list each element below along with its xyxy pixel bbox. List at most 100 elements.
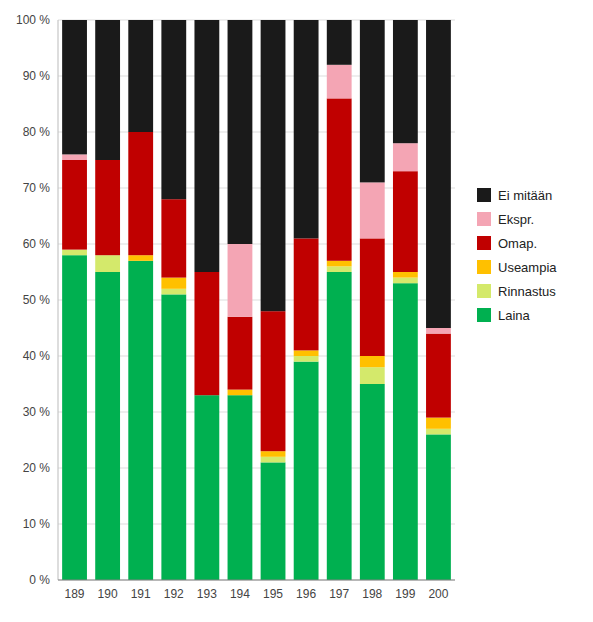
y-tick-label: 0 % (29, 573, 50, 587)
legend-swatch (477, 308, 491, 322)
grid (58, 20, 455, 580)
bar-segment (62, 160, 87, 250)
bar-segment (426, 20, 451, 328)
bar-segment (261, 462, 286, 580)
bar-segment (62, 154, 87, 160)
bars (62, 20, 451, 580)
bar-segment (426, 418, 451, 429)
legend-swatch (477, 260, 491, 274)
bar-segment (261, 311, 286, 451)
x-tick-label: 199 (395, 587, 415, 601)
x-tick-label: 190 (98, 587, 118, 601)
bar-segment (194, 20, 219, 272)
bar-segment (360, 238, 385, 356)
x-tick-label: 191 (131, 587, 151, 601)
bar-segment (62, 20, 87, 154)
y-tick-label: 40 % (23, 349, 51, 363)
legend-label: Laina (498, 308, 531, 323)
y-tick-label: 100 % (16, 13, 50, 27)
bar-segment (95, 20, 120, 160)
bar-segment (294, 362, 319, 580)
bar-segment (228, 20, 253, 244)
legend-label: Omap. (498, 236, 537, 251)
bar-segment (161, 199, 186, 277)
bar-segment (161, 20, 186, 199)
grid-line (58, 580, 455, 581)
bar-segment (95, 160, 120, 255)
y-axis-line (58, 20, 59, 580)
bar-segment (294, 20, 319, 238)
legend-label: Useampia (498, 260, 557, 275)
legend-swatch (477, 212, 491, 226)
bar-segment (161, 294, 186, 580)
bar-segment (228, 317, 253, 390)
bar-segment (261, 20, 286, 311)
bar-segment (360, 367, 385, 384)
y-tick-label: 30 % (23, 405, 51, 419)
bar-segment (393, 171, 418, 272)
bar-segment (426, 429, 451, 435)
bar-segment (128, 20, 153, 132)
bar-segment (327, 65, 352, 99)
bar-segment (128, 261, 153, 580)
bar-segment (327, 266, 352, 272)
bar-segment (393, 272, 418, 278)
bar-segment (360, 384, 385, 580)
y-tick-label: 90 % (23, 69, 51, 83)
x-tick-label: 194 (230, 587, 250, 601)
chart: 0 %10 %20 %30 %40 %50 %60 %70 %80 %90 %1… (0, 0, 593, 622)
x-tick-label: 197 (329, 587, 349, 601)
bar-segment (128, 132, 153, 255)
bar-segment (128, 255, 153, 261)
legend-swatch (477, 188, 491, 202)
bar-segment (261, 457, 286, 463)
bar-segment (161, 278, 186, 289)
x-tick-label: 198 (362, 587, 382, 601)
bar-segment (95, 255, 120, 272)
bar-segment (426, 434, 451, 580)
bar-segment (327, 20, 352, 65)
bar-segment (360, 182, 385, 238)
bar-segment (161, 289, 186, 295)
bar-segment (95, 272, 120, 580)
bar-segment (62, 250, 87, 256)
legend-swatch (477, 236, 491, 250)
legend-label: Ekspr. (498, 212, 534, 227)
x-tick-label: 192 (164, 587, 184, 601)
bar-segment (261, 451, 286, 457)
legend-swatch (477, 284, 491, 298)
y-tick-label: 80 % (23, 125, 51, 139)
y-tick-label: 10 % (23, 517, 51, 531)
bar-segment (393, 278, 418, 284)
bar-segment (228, 390, 253, 396)
bar-segment (393, 143, 418, 171)
bar-segment (294, 238, 319, 350)
bar-segment (62, 255, 87, 580)
bar-segment (426, 334, 451, 418)
bar-segment (194, 395, 219, 580)
bar-segment (393, 20, 418, 143)
bar-segment (327, 272, 352, 580)
bar-segment (360, 356, 385, 367)
bar-segment (393, 283, 418, 580)
x-tick-label: 189 (65, 587, 85, 601)
x-axis-line (58, 580, 455, 581)
y-tick-label: 20 % (23, 461, 51, 475)
bar-segment (426, 328, 451, 334)
bar-segment (194, 272, 219, 395)
x-tick-label: 193 (197, 587, 217, 601)
bar-segment (327, 261, 352, 267)
bar-segment (294, 350, 319, 356)
bar-segment (294, 356, 319, 362)
x-tick-label: 200 (428, 587, 448, 601)
bar-segment (327, 98, 352, 260)
y-tick-label: 50 % (23, 293, 51, 307)
x-tick-label: 195 (263, 587, 283, 601)
y-tick-label: 60 % (23, 237, 51, 251)
bar-segment (360, 20, 385, 182)
legend-label: Ei mitään (498, 188, 552, 203)
legend: Ei mitään Ekspr. Omap. Useampia Rinnastus Lai… (477, 188, 557, 323)
x-tick-label: 196 (296, 587, 316, 601)
legend-label: Rinnastus (498, 284, 556, 299)
bar-segment (228, 395, 253, 580)
